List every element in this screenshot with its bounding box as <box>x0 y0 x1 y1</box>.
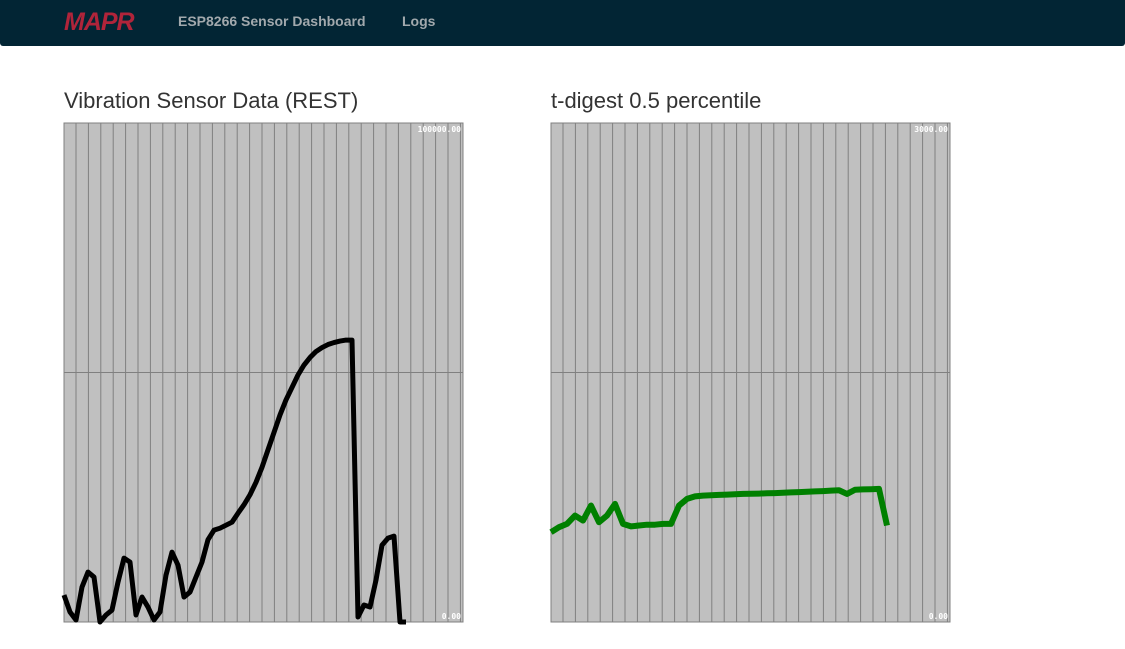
y-tick-label: 0.00 <box>442 612 461 621</box>
data-line <box>549 485 890 535</box>
chart-title: t-digest 0.5 percentile <box>551 88 761 113</box>
nav-link[interactable]: Logs <box>402 13 436 29</box>
y-tick-label: 100000.00 <box>418 125 462 134</box>
y-tick-label: 3000.00 <box>914 125 948 134</box>
data-line <box>61 337 406 625</box>
brand-logo[interactable]: MAPR <box>64 8 135 36</box>
navbar: MAPR ESP8266 Sensor Dashboard Logs <box>0 0 1125 46</box>
chart-title: Vibration Sensor Data (REST) <box>64 88 358 113</box>
nav-link[interactable]: ESP8266 Sensor Dashboard <box>178 13 366 29</box>
y-tick-label: 0.00 <box>929 612 948 621</box>
